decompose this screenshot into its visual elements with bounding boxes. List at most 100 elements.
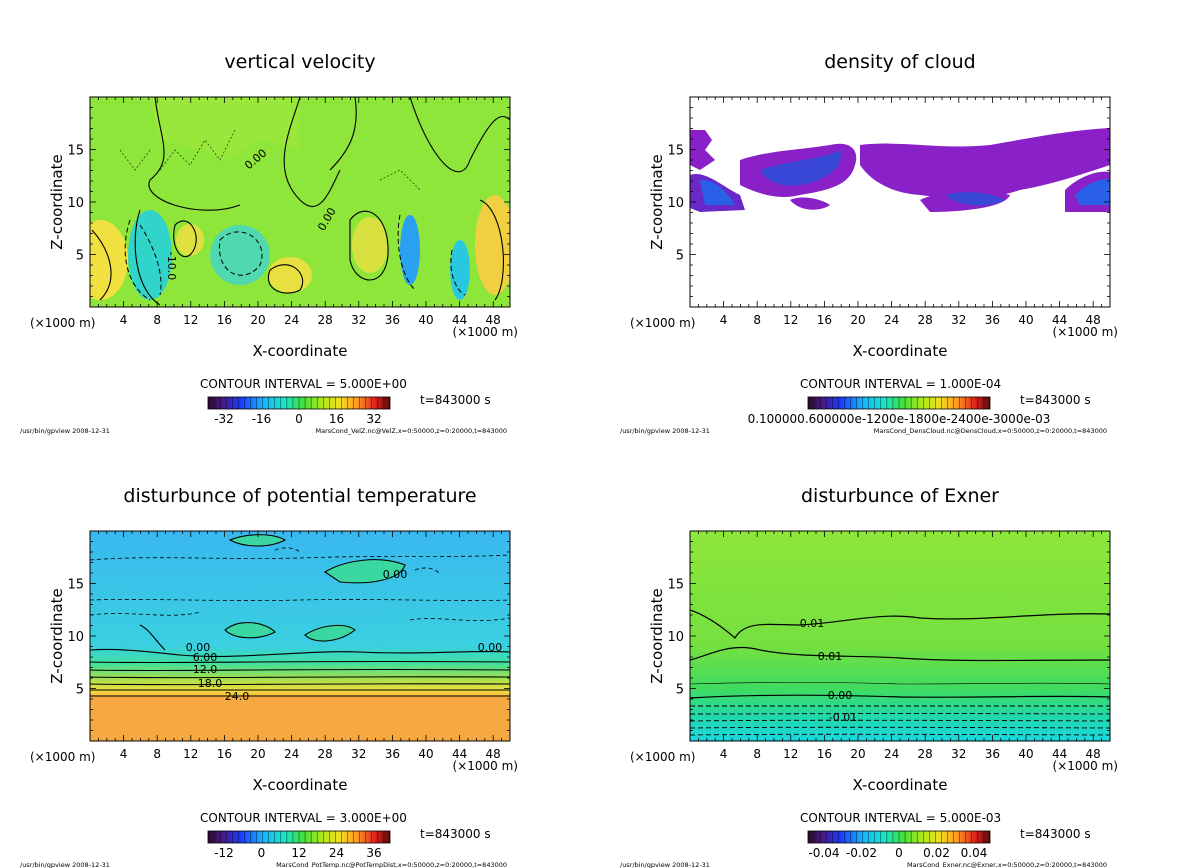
footer-left: /usr/bin/gpview 2008-12-31 bbox=[620, 427, 710, 435]
x-tick-label: 4 bbox=[720, 747, 728, 761]
colorbar-label: 16 bbox=[329, 412, 344, 426]
contour-label: 18.0 bbox=[198, 677, 223, 690]
y-tick-label: 5 bbox=[76, 249, 84, 264]
x-tick-label: 44 bbox=[452, 313, 467, 327]
x-tick-label: 48 bbox=[1086, 747, 1101, 761]
x-tick-label: 16 bbox=[817, 747, 832, 761]
footer-left: /usr/bin/gpview 2008-12-31 bbox=[620, 861, 710, 868]
x-tick-label: 32 bbox=[951, 313, 966, 327]
x-tick-label: 12 bbox=[783, 313, 798, 327]
contour-label: -0.01 bbox=[829, 711, 857, 724]
x-tick-label: 20 bbox=[250, 313, 265, 327]
time-label: t=843000 s bbox=[420, 393, 491, 407]
y-tick-label: 10 bbox=[667, 630, 684, 645]
x-unit-left: (×1000 m) bbox=[30, 316, 95, 330]
chart-title: vertical velocity bbox=[224, 51, 375, 73]
contour-label: 0.01 bbox=[800, 617, 825, 630]
contour-label: 0.01 bbox=[818, 650, 843, 663]
contour-interval: CONTOUR INTERVAL = 5.000E+00 bbox=[200, 377, 407, 391]
contour-label: 24.0 bbox=[225, 690, 250, 703]
footer-right: MarsCond_VelZ.nc@VelZ,x=0:50000,z=0:2000… bbox=[316, 427, 507, 435]
footer-left: /usr/bin/gpview 2008-12-31 bbox=[20, 427, 110, 435]
x-tick-label: 32 bbox=[351, 313, 366, 327]
footer-left: /usr/bin/gpview 2008-12-31 bbox=[20, 861, 110, 868]
x-axis-label: X-coordinate bbox=[253, 776, 348, 794]
panel-exner bbox=[689, 530, 1111, 742]
colorbar-label: -12 bbox=[214, 846, 234, 860]
x-tick-label: 40 bbox=[418, 313, 433, 327]
x-unit-right: (×1000 m) bbox=[1053, 759, 1118, 773]
x-tick-label: 24 bbox=[884, 747, 899, 761]
pottemp-field bbox=[90, 531, 510, 741]
x-unit-left: (×1000 m) bbox=[630, 316, 695, 330]
x-tick-label: 36 bbox=[985, 747, 1000, 761]
x-tick-label: 32 bbox=[951, 747, 966, 761]
y-tick-label: 10 bbox=[67, 196, 84, 211]
x-tick-label: 36 bbox=[385, 747, 400, 761]
contour-interval: CONTOUR INTERVAL = 5.000E-03 bbox=[800, 811, 1001, 825]
x-tick-label: 8 bbox=[153, 747, 161, 761]
colorbar-label: 32 bbox=[366, 412, 381, 426]
panel-potential-temperature bbox=[89, 530, 511, 742]
x-tick-label: 32 bbox=[351, 747, 366, 761]
x-unit-left: (×1000 m) bbox=[630, 750, 695, 764]
x-tick-label: 16 bbox=[217, 313, 232, 327]
x-tick-label: 8 bbox=[753, 313, 761, 327]
chart-title: density of cloud bbox=[824, 51, 976, 73]
x-tick-label: 40 bbox=[1018, 313, 1033, 327]
colorbar-label: 36 bbox=[366, 846, 381, 860]
chart-title: disturbunce of potential temperature bbox=[123, 485, 476, 507]
colorbar-label: 0.04 bbox=[961, 846, 988, 860]
x-tick-label: 48 bbox=[486, 747, 501, 761]
colorbar-label: -16 bbox=[252, 412, 272, 426]
x-tick-label: 44 bbox=[1052, 313, 1067, 327]
time-label: t=843000 s bbox=[1020, 393, 1091, 407]
x-unit-right: (×1000 m) bbox=[453, 759, 518, 773]
colorbar-label: 0 bbox=[295, 412, 303, 426]
x-tick-label: 24 bbox=[284, 313, 299, 327]
y-axis-label: Z-coordinate bbox=[648, 154, 666, 249]
x-tick-label: 20 bbox=[250, 747, 265, 761]
colorbar-label: 0 bbox=[258, 846, 266, 860]
x-tick-label: 48 bbox=[486, 313, 501, 327]
contour-label: 6.00 bbox=[193, 651, 218, 664]
x-tick-label: 20 bbox=[850, 313, 865, 327]
x-tick-label: 44 bbox=[1052, 747, 1067, 761]
y-tick-label: 15 bbox=[67, 578, 84, 593]
x-tick-label: 28 bbox=[318, 747, 333, 761]
contour-label: 0.00 bbox=[383, 568, 408, 581]
panel-vertical-velocity bbox=[89, 96, 511, 308]
x-tick-label: 28 bbox=[918, 747, 933, 761]
y-tick-label: 15 bbox=[667, 578, 684, 593]
y-tick-label: 5 bbox=[676, 683, 684, 698]
contour-label: -10.0 bbox=[165, 252, 178, 280]
colorbar-label: -0.04 bbox=[808, 846, 839, 860]
y-tick-label: 15 bbox=[67, 144, 84, 159]
contour-label: 0.00 bbox=[186, 641, 211, 654]
contour-label: 0.00 bbox=[478, 641, 503, 654]
x-unit-right: (×1000 m) bbox=[453, 325, 518, 339]
y-tick-label: 5 bbox=[676, 249, 684, 264]
x-tick-label: 48 bbox=[1086, 313, 1101, 327]
x-tick-label: 8 bbox=[753, 747, 761, 761]
x-tick-label: 12 bbox=[183, 747, 198, 761]
y-axis-label: Z-coordinate bbox=[48, 588, 66, 683]
x-tick-label: 24 bbox=[884, 313, 899, 327]
x-tick-label: 36 bbox=[985, 313, 1000, 327]
x-tick-label: 44 bbox=[452, 747, 467, 761]
cloud-field bbox=[690, 97, 1110, 307]
x-tick-label: 20 bbox=[850, 747, 865, 761]
exner-field bbox=[690, 531, 1110, 741]
y-axis-label: Z-coordinate bbox=[48, 154, 66, 249]
x-tick-label: 4 bbox=[120, 747, 128, 761]
x-tick-label: 16 bbox=[817, 313, 832, 327]
colorbar: -12 0 12 24 36 bbox=[207, 830, 391, 860]
footer-right: MarsCond_Exner.nc@Exner,x=0:50000,z=0:20… bbox=[907, 861, 1107, 868]
x-tick-label: 4 bbox=[720, 313, 728, 327]
y-tick-label: 10 bbox=[67, 630, 84, 645]
